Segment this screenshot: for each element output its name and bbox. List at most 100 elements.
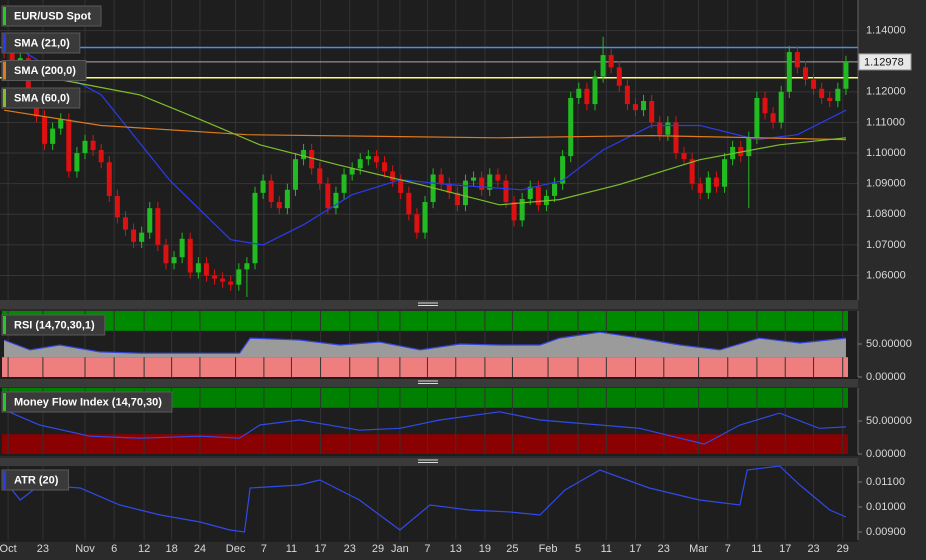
candle-body (9, 52, 15, 68)
candle-body (341, 174, 347, 193)
candle-body (171, 257, 177, 264)
x-tick-label: 11 (601, 543, 612, 555)
candle-body (503, 180, 509, 203)
candle-body (252, 192, 258, 264)
candle-body (131, 229, 137, 242)
legend-swatch (3, 316, 6, 334)
candle-body (212, 275, 218, 279)
legend-tag: SMA (21,0) (1, 32, 81, 54)
candle-body (333, 192, 339, 209)
candle-body (786, 52, 792, 92)
candle-body (90, 140, 96, 150)
candle-body (681, 153, 687, 160)
band (2, 434, 848, 454)
candle-body (649, 101, 655, 123)
y-tick-label: 0.01000 (866, 501, 906, 513)
candle-body (349, 168, 355, 175)
candle-body (139, 232, 145, 242)
candle-body (42, 116, 48, 144)
candle-body (365, 156, 371, 160)
candle-body (641, 101, 647, 111)
x-tick-label: Nov (75, 543, 95, 555)
candle-body (552, 183, 558, 196)
band (2, 357, 848, 377)
candle-body (479, 177, 485, 190)
x-tick-label: 17 (629, 543, 641, 555)
y-tick-label: 1.12000 (866, 86, 906, 98)
legend-tag: EUR/USD Spot (1, 5, 102, 27)
candle-body (163, 244, 169, 264)
candle-body (260, 180, 266, 193)
candle-body (147, 208, 153, 233)
candle-body (835, 88, 841, 102)
panel-divider[interactable] (0, 300, 858, 309)
candle-body (357, 159, 363, 169)
legend-label: ATR (20) (14, 474, 59, 486)
candle-body (438, 174, 444, 184)
last-price-label: 1.12978 (864, 56, 904, 68)
x-tick-label: 18 (165, 543, 177, 555)
candle-body (487, 174, 493, 190)
candle-body (689, 159, 695, 184)
x-tick-label: Dec (226, 543, 246, 555)
x-tick-label: Oct (0, 543, 17, 555)
legend-swatch (3, 34, 6, 52)
candle-body (592, 76, 598, 105)
legend-label: SMA (21,0) (14, 37, 70, 49)
band (2, 311, 848, 331)
candle-body (471, 177, 477, 181)
candle-body (770, 113, 776, 123)
candle-body (746, 137, 752, 157)
legend-box (1, 87, 81, 109)
candle-body (519, 198, 525, 221)
legend-label: SMA (200,0) (14, 65, 76, 77)
y-tick-label: 0.00000 (866, 371, 906, 383)
candle-body (568, 97, 574, 157)
candle-body (422, 202, 428, 233)
candle-body (317, 168, 323, 184)
x-tick-label: 24 (194, 543, 206, 555)
indicator-line (3, 465, 847, 533)
x-tick-label: 23 (37, 543, 49, 555)
candle-body (58, 119, 64, 129)
candle-body (114, 195, 120, 218)
y-tick-label: 1.08000 (866, 208, 906, 220)
candle-body (462, 180, 468, 206)
legend-box (1, 314, 106, 336)
x-tick-label: Feb (539, 543, 558, 555)
candle-body (398, 180, 404, 193)
x-tick-label: 29 (372, 543, 384, 555)
x-tick-label: 6 (111, 543, 117, 555)
indicator-line (3, 331, 847, 354)
candle-body (713, 177, 719, 187)
y-tick-label: 1.11000 (866, 116, 905, 128)
candle-body (843, 61, 849, 89)
candle-body (600, 55, 606, 77)
legend-label: Money Flow Index (14,70,30) (14, 396, 162, 408)
sma-line (3, 109, 847, 141)
y-tick-label: 0.01100 (866, 476, 905, 488)
candle-body (228, 281, 234, 285)
candle-body (74, 153, 80, 172)
candle-body (220, 278, 226, 282)
candle-body (98, 150, 104, 163)
candle-body (414, 214, 420, 233)
y-tick-label: 1.09000 (866, 178, 906, 190)
candle-body (122, 217, 128, 230)
x-tick-label: 23 (344, 543, 356, 555)
candle-body (811, 79, 817, 89)
legend-swatch (3, 393, 6, 411)
candle-body (657, 122, 663, 135)
candle-body (802, 67, 808, 80)
candle-body (794, 52, 800, 68)
candle-body (82, 140, 88, 154)
plot-area (0, 466, 858, 542)
legend-label: RSI (14,70,30,1) (14, 319, 95, 331)
x-tick-label: 23 (658, 543, 670, 555)
x-tick-label: Jan (391, 543, 409, 555)
legend-tag: SMA (60,0) (1, 87, 81, 109)
x-tick-label: 13 (450, 543, 462, 555)
y-tick-label: 0.00900 (866, 526, 906, 538)
legend-box (1, 391, 173, 413)
candle-body (511, 202, 517, 221)
